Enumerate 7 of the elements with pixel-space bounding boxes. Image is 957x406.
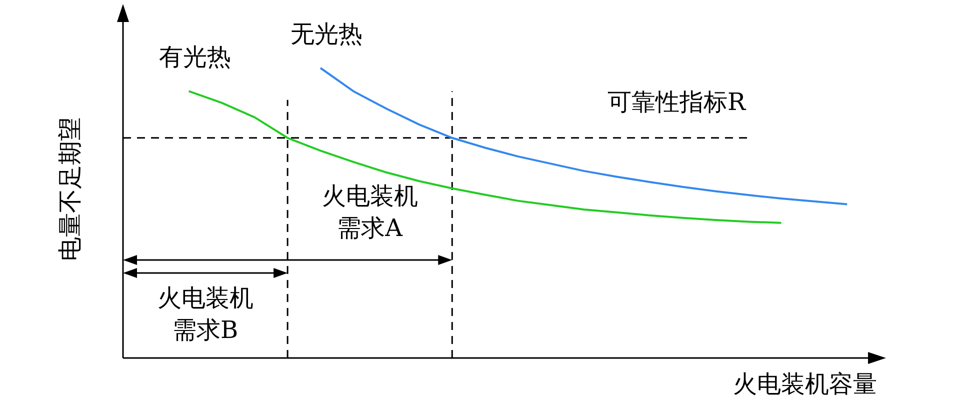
series-label: 无光热 xyxy=(290,19,362,50)
ref-line-label: 可靠性指标R xyxy=(607,86,746,118)
annotation: 火电装机需求B xyxy=(156,283,254,346)
y-axis-title: 电量不足期望 xyxy=(55,117,85,261)
series-label: 有光热 xyxy=(158,42,231,74)
x-axis-title: 火电装机容量 xyxy=(733,369,877,400)
annotation: 火电装机需求A xyxy=(320,181,419,244)
